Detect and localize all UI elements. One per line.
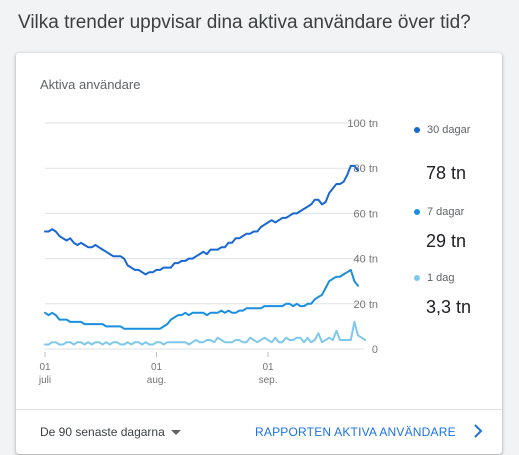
- legend-value-30-days: 78 tn: [426, 163, 467, 183]
- date-range-dropdown[interactable]: De 90 senaste dagarna: [40, 425, 181, 439]
- series-line-7-dagar: [44, 268, 359, 330]
- card-footer: De 90 senaste dagarna RAPPORTEN AKTIVA A…: [16, 409, 502, 455]
- card-title: Aktiva användare: [40, 77, 141, 92]
- y-tick-label: 60 tn: [354, 208, 378, 220]
- x-tick-day-label: 01: [39, 362, 51, 373]
- y-tick-label: 80 tn: [354, 163, 378, 175]
- y-tick-label: 40 tn: [354, 254, 378, 266]
- y-tick-label: 20 tn: [354, 299, 378, 311]
- page-question-title: Vilka trender uppvisar dina aktiva använ…: [18, 12, 471, 33]
- chevron-right-icon[interactable]: [472, 423, 484, 439]
- legend-dot-7-days: [414, 209, 420, 215]
- legend-dot-1-day: [414, 275, 420, 281]
- legend-label-7-days: 7 dagar: [427, 206, 465, 218]
- legend-value-1-day: 3,3 tn: [426, 297, 472, 317]
- legend-value-7-days: 29 tn: [426, 231, 467, 251]
- legend-dot-30-days: [414, 127, 420, 133]
- x-tick-day-label: 01: [262, 362, 274, 373]
- series-line-1-dag: [44, 320, 367, 346]
- x-tick-month-label: aug.: [147, 375, 166, 386]
- x-tick-month-label: juli: [38, 375, 51, 386]
- active-users-line-chart: 100 tn 80 tn 60 tn 40 tn 20 tn 0 01 juli 01 aug. 0…: [38, 118, 378, 386]
- dropdown-caret-icon: [170, 430, 181, 436]
- active-users-card: Aktiva användare 100 tn 80 tn 60 tn 40 tn 20…: [16, 53, 502, 454]
- x-tick-day-label: 01: [151, 362, 163, 373]
- date-range-label: De 90 senaste dagarna: [40, 425, 165, 439]
- y-tick-label: 0: [372, 344, 378, 356]
- active-users-report-link[interactable]: RAPPORTEN AKTIVA ANVÄNDARE: [255, 425, 456, 439]
- series-line-30-dagar: [44, 164, 359, 276]
- x-tick-month-label: sep.: [259, 375, 278, 386]
- legend-label-1-day: 1 dag: [427, 272, 455, 284]
- y-tick-label: 100 tn: [347, 118, 378, 130]
- legend-label-30-days: 30 dagar: [427, 124, 471, 136]
